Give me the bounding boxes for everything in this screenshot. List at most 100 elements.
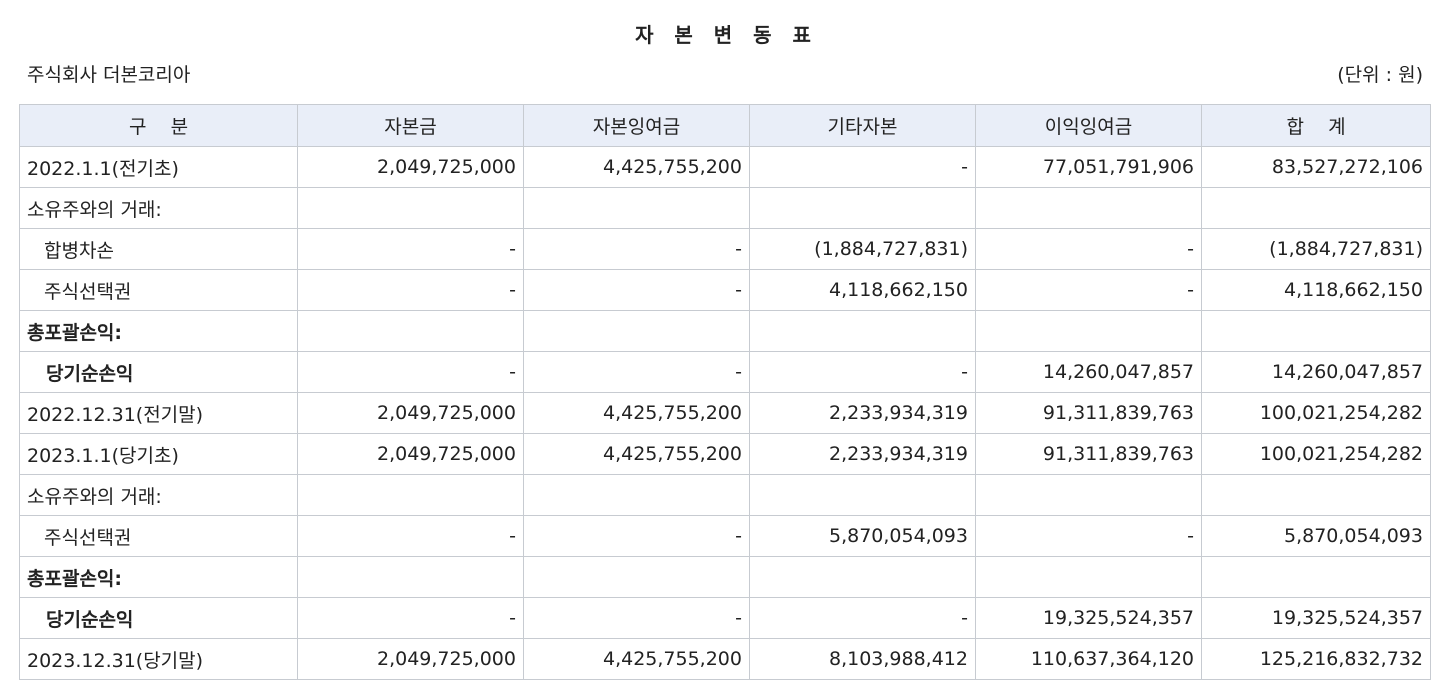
row-label: 총포괄손익:	[19, 310, 298, 352]
cell-other-capital: 4,118,662,150	[749, 269, 976, 311]
cell-retained-earnings	[975, 187, 1202, 229]
table-row: 소유주와의 거래:	[19, 187, 1431, 229]
unit-label: (단위 : 원)	[1337, 64, 1423, 86]
cell-total: 4,118,662,150	[1201, 269, 1431, 311]
cell-capital-surplus: -	[523, 351, 750, 393]
cell-capital-stock	[297, 187, 524, 229]
cell-retained-earnings: -	[975, 515, 1202, 557]
cell-retained-earnings: 91,311,839,763	[975, 433, 1202, 475]
cell-capital-stock: 2,049,725,000	[297, 146, 524, 188]
column-header-total: 합 계	[1201, 104, 1431, 147]
cell-retained-earnings: 19,325,524,357	[975, 597, 1202, 639]
cell-total	[1201, 187, 1431, 229]
column-header-category: 구 분	[19, 104, 298, 147]
cell-total	[1201, 474, 1431, 516]
company-name: 주식회사 더본코리아	[27, 64, 191, 86]
cell-retained-earnings: 91,311,839,763	[975, 392, 1202, 434]
cell-capital-stock: 2,049,725,000	[297, 638, 524, 680]
table-row: 주식선택권 - -4,118,662,150-4,118,662,150	[19, 269, 1431, 311]
row-label: 2022.1.1(전기초)	[19, 146, 298, 188]
cell-other-capital	[749, 310, 976, 352]
cell-total: 19,325,524,357	[1201, 597, 1431, 639]
cell-retained-earnings: 14,260,047,857	[975, 351, 1202, 393]
cell-capital-surplus: -	[523, 597, 750, 639]
cell-capital-surplus: 4,425,755,200	[523, 433, 750, 475]
table-row: 2023.1.1(당기초) 2,049,725,000 4,425,755,200 2…	[19, 433, 1431, 475]
table-row: 2022.1.1(전기초) 2,049,725,000 4,425,755,200-…	[19, 146, 1431, 188]
column-header-capital-surplus: 자본잉여금	[523, 104, 750, 147]
cell-capital-surplus: -	[523, 228, 750, 270]
column-header-other-capital: 기타자본	[749, 104, 976, 147]
cell-other-capital	[749, 187, 976, 229]
cell-capital-surplus	[523, 187, 750, 229]
cell-retained-earnings: 77,051,791,906	[975, 146, 1202, 188]
table-row: 주식선택권 - -5,870,054,093-5,870,054,093	[19, 515, 1431, 557]
cell-capital-stock: -	[297, 597, 524, 639]
cell-capital-stock	[297, 310, 524, 352]
cell-other-capital	[749, 556, 976, 598]
cell-capital-stock: 2,049,725,000	[297, 433, 524, 475]
cell-capital-stock: -	[297, 515, 524, 557]
cell-capital-stock: -	[297, 269, 524, 311]
cell-other-capital: 5,870,054,093	[749, 515, 976, 557]
table-row: 2023.12.31(당기말) 2,049,725,000 4,425,755,20…	[19, 638, 1431, 680]
cell-capital-stock: -	[297, 351, 524, 393]
table-row: 2022.12.31(전기말) 2,049,725,000 4,425,755,20…	[19, 392, 1431, 434]
row-label: 2023.12.31(당기말)	[19, 638, 298, 680]
cell-total: 100,021,254,282	[1201, 392, 1431, 434]
row-label: 소유주와의 거래:	[19, 187, 298, 229]
row-label: 총포괄손익:	[19, 556, 298, 598]
cell-capital-surplus	[523, 474, 750, 516]
cell-total: (1,884,727,831)	[1201, 228, 1431, 270]
row-label: 2023.1.1(당기초)	[19, 433, 298, 475]
cell-other-capital: (1,884,727,831)	[749, 228, 976, 270]
row-label: 주식선택권	[19, 515, 298, 557]
cell-retained-earnings: -	[975, 269, 1202, 311]
cell-retained-earnings: 110,637,364,120	[975, 638, 1202, 680]
cell-capital-stock: 2,049,725,000	[297, 392, 524, 434]
cell-total	[1201, 556, 1431, 598]
cell-capital-surplus: -	[523, 515, 750, 557]
cell-capital-surplus	[523, 556, 750, 598]
cell-capital-surplus: 4,425,755,200	[523, 638, 750, 680]
cell-capital-stock	[297, 474, 524, 516]
header-row: 구 분 자본금 자본잉여금 기타자본 이익잉여금 합 계	[19, 104, 1431, 147]
cell-other-capital: 2,233,934,319	[749, 433, 976, 475]
cell-total: 14,260,047,857	[1201, 351, 1431, 393]
cell-retained-earnings	[975, 474, 1202, 516]
row-label: 당기순손익	[19, 597, 298, 639]
cell-capital-stock	[297, 556, 524, 598]
cell-retained-earnings: -	[975, 228, 1202, 270]
table-row: 당기순손익 - - -19,325,524,357 19,325,524,357	[19, 597, 1431, 639]
row-label: 소유주와의 거래:	[19, 474, 298, 516]
cell-other-capital: 8,103,988,412	[749, 638, 976, 680]
row-label: 2022.12.31(전기말)	[19, 392, 298, 434]
cell-total: 125,216,832,732	[1201, 638, 1431, 680]
cell-retained-earnings	[975, 310, 1202, 352]
cell-other-capital: -	[749, 146, 976, 188]
cell-total	[1201, 310, 1431, 352]
cell-other-capital	[749, 474, 976, 516]
table-body: 2022.1.1(전기초) 2,049,725,000 4,425,755,200-…	[19, 146, 1431, 680]
cell-capital-stock: -	[297, 228, 524, 270]
cell-other-capital: -	[749, 597, 976, 639]
table-row: 합병차손 - - (1,884,727,831) - (1,884,727,831)	[19, 228, 1431, 270]
row-label: 당기순손익	[19, 351, 298, 393]
column-header-retained-earnings: 이익잉여금	[975, 104, 1202, 147]
table-row: 소유주와의 거래:	[19, 474, 1431, 516]
cell-capital-surplus: 4,425,755,200	[523, 146, 750, 188]
cell-other-capital: 2,233,934,319	[749, 392, 976, 434]
document-title: 자 본 변 동 표	[635, 23, 818, 47]
statement-of-changes-in-equity-table: 구 분 자본금 자본잉여금 기타자본 이익잉여금 합 계 2022.1.1(전기…	[19, 104, 1431, 680]
cell-total: 5,870,054,093	[1201, 515, 1431, 557]
table-row: 총포괄손익:	[19, 556, 1431, 598]
table-row: 총포괄손익:	[19, 310, 1431, 352]
row-label: 합병차손	[19, 228, 298, 270]
table-row: 당기순손익 - - -14,260,047,857 14,260,047,857	[19, 351, 1431, 393]
cell-other-capital: -	[749, 351, 976, 393]
row-label: 주식선택권	[19, 269, 298, 311]
cell-capital-surplus: -	[523, 269, 750, 311]
column-header-capital-stock: 자본금	[297, 104, 524, 147]
cell-capital-surplus	[523, 310, 750, 352]
cell-total: 100,021,254,282	[1201, 433, 1431, 475]
